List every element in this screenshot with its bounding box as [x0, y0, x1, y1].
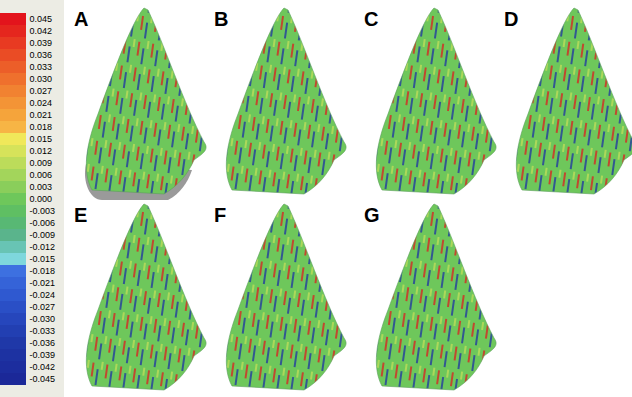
svg-text:D: D [504, 8, 518, 30]
svg-text:0.009: 0.009 [30, 158, 53, 168]
svg-text:-0.015: -0.015 [30, 254, 56, 264]
svg-text:-0.009: -0.009 [30, 230, 56, 240]
svg-text:B: B [214, 8, 228, 30]
svg-text:F: F [214, 204, 226, 226]
svg-text:0.006: 0.006 [30, 170, 53, 180]
svg-text:0.039: 0.039 [30, 38, 53, 48]
svg-text:-0.036: -0.036 [30, 338, 56, 348]
svg-text:0.012: 0.012 [30, 146, 53, 156]
svg-text:-0.024: -0.024 [30, 290, 56, 300]
svg-text:0.036: 0.036 [30, 50, 53, 60]
svg-text:0.027: 0.027 [30, 86, 53, 96]
svg-text:G: G [364, 204, 380, 226]
svg-text:0.045: 0.045 [30, 14, 53, 24]
svg-text:0.003: 0.003 [30, 182, 53, 192]
svg-text:-0.021: -0.021 [30, 278, 56, 288]
svg-text:0.033: 0.033 [30, 62, 53, 72]
svg-text:C: C [364, 8, 378, 30]
svg-text:-0.045: -0.045 [30, 374, 56, 384]
svg-text:0.021: 0.021 [30, 110, 53, 120]
svg-text:0.015: 0.015 [30, 134, 53, 144]
svg-text:-0.018: -0.018 [30, 266, 56, 276]
svg-text:-0.006: -0.006 [30, 218, 56, 228]
svg-text:0.018: 0.018 [30, 122, 53, 132]
svg-text:E: E [74, 204, 87, 226]
svg-text:0.030: 0.030 [30, 74, 53, 84]
svg-text:-0.039: -0.039 [30, 350, 56, 360]
svg-text:-0.042: -0.042 [30, 362, 56, 372]
svg-text:-0.003: -0.003 [30, 206, 56, 216]
svg-text:0.024: 0.024 [30, 98, 53, 108]
svg-text:-0.012: -0.012 [30, 242, 56, 252]
svg-text:-0.033: -0.033 [30, 326, 56, 336]
svg-text:-0.030: -0.030 [30, 314, 56, 324]
svg-text:0.042: 0.042 [30, 26, 53, 36]
svg-text:A: A [74, 8, 88, 30]
svg-text:0.000: 0.000 [30, 194, 53, 204]
svg-text:-0.027: -0.027 [30, 302, 56, 312]
